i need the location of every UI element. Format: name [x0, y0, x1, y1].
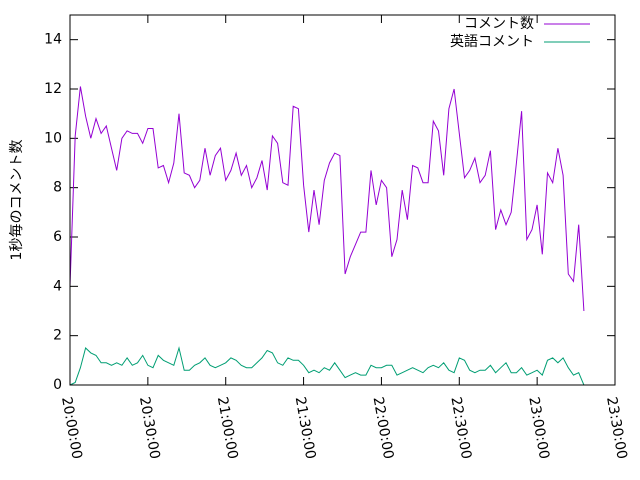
x-tick-label: 22:30:00 — [447, 396, 474, 461]
x-tick-label: 21:30:00 — [292, 396, 319, 461]
series-line-2 — [69, 346, 585, 386]
legend-label: 英語コメント — [450, 33, 534, 50]
y-tick-label: 8 — [53, 180, 62, 196]
y-axis-label-group: 1秒毎のコメント数 — [9, 140, 25, 261]
x-tick-label: 22:00:00 — [370, 396, 397, 461]
series-line-1 — [69, 86, 585, 312]
x-tick-label: 20:00:00 — [58, 396, 85, 461]
legend-label: コメント数 — [464, 16, 534, 32]
y-tick-label: 4 — [53, 278, 62, 294]
y-axis-label: 1秒毎のコメント数 — [9, 140, 25, 261]
x-tick-label: 23:00:00 — [525, 396, 552, 461]
x-tick-label: 23:30:00 — [603, 396, 630, 461]
y-tick-label: 6 — [53, 229, 62, 245]
series-layer — [69, 86, 585, 386]
x-tick-label: 21:00:00 — [214, 396, 241, 461]
y-tick-label: 12 — [44, 81, 62, 97]
y-tick-label: 10 — [44, 130, 62, 146]
y-tick-label: 14 — [44, 32, 62, 48]
axis-ticks: 0 2 4 6 8 10 12 14 20:00:00 20:30:00 21:00:00 21:30… — [44, 15, 630, 460]
x-tick-label: 20:30:00 — [136, 396, 163, 461]
plot-frame — [69, 14, 616, 386]
y-tick-label: 0 — [53, 377, 62, 393]
y-tick-label: 2 — [53, 328, 62, 344]
